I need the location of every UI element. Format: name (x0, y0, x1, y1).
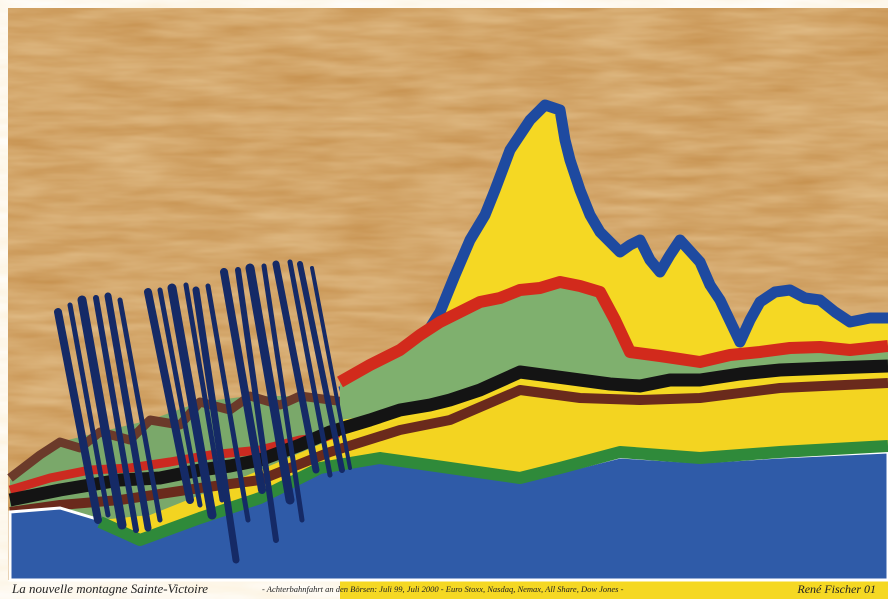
bar-stroke (245, 263, 295, 505)
bar-stroke (272, 260, 320, 474)
bar-stroke (117, 297, 163, 523)
caption-title: La nouvelle montagne Sainte-Victoire (11, 581, 208, 596)
bar-stroke (235, 267, 279, 543)
barcode (54, 259, 352, 564)
bar-stroke (220, 268, 266, 494)
bar-stroke (297, 261, 345, 473)
bar-stroke (104, 292, 152, 532)
bar-stroke (167, 283, 217, 520)
bar-stroke (67, 302, 111, 518)
bar-stroke (192, 286, 240, 564)
red-line (337, 276, 888, 388)
bar-stroke (157, 287, 203, 508)
bar-stroke (54, 308, 102, 524)
bar-stroke (183, 282, 225, 503)
green-line (97, 440, 888, 546)
peak-blue-outline (338, 99, 888, 398)
bar-stroke (77, 295, 127, 530)
bar-stroke (310, 266, 352, 470)
bar-stroke (144, 288, 194, 504)
bar-stroke (93, 295, 139, 533)
bar-stroke (205, 283, 251, 523)
bar-stroke (261, 263, 305, 523)
caption-subtitle: - Achterbahnfahrt an den Börsen: Juli 99… (262, 584, 624, 594)
signature: René Fischer 01 (796, 582, 876, 596)
lower-yellow (100, 380, 888, 542)
bar-stroke (287, 259, 333, 478)
